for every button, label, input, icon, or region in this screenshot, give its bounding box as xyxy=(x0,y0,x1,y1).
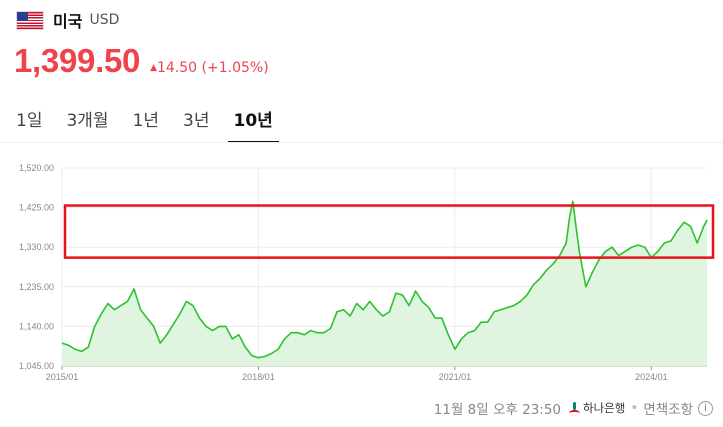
currency-header: 미국 USD xyxy=(16,8,119,32)
bank-source: 하나은행 xyxy=(568,400,625,416)
y-tick-label: 1,520.00 xyxy=(19,163,54,173)
change-percent: (+1.05%) xyxy=(201,60,269,76)
disclaimer-link[interactable]: 면책조항 xyxy=(643,402,693,418)
change-value: 14.50 xyxy=(156,60,198,76)
x-tick-label: 2021/01 xyxy=(439,372,472,382)
up-triangle-icon: ▲ xyxy=(150,63,157,73)
update-timestamp: 11월 8일 오후 23:50 xyxy=(433,402,562,418)
y-tick-label: 1,045.00 xyxy=(19,361,54,371)
chart-footer: 11월 8일 오후 23:50 하나은행 • 면책조항 i xyxy=(434,398,713,418)
y-tick-label: 1,235.00 xyxy=(19,282,54,292)
exchange-rate: 1,399.50 xyxy=(14,42,141,79)
country-name: 미국 xyxy=(53,12,83,31)
period-tabs: 1일 3개월 1년 3년 10년 xyxy=(16,100,297,143)
x-tick-label: 2015/01 xyxy=(46,372,79,382)
currency-code: USD xyxy=(89,12,120,28)
tab-1y[interactable]: 1년 xyxy=(132,111,160,131)
y-tick-label: 1,140.00 xyxy=(19,321,54,331)
tab-3y[interactable]: 3년 xyxy=(183,111,210,131)
y-tick-label: 1,425.00 xyxy=(19,203,54,213)
info-icon[interactable]: i xyxy=(698,400,713,416)
hana-bank-logo-icon xyxy=(568,401,581,415)
tab-1d[interactable]: 1일 xyxy=(16,111,43,131)
highlight-box xyxy=(63,204,715,259)
rate-change: ▲14.50 (+1.05%) xyxy=(150,60,269,76)
separator-dot: • xyxy=(630,400,639,416)
exchange-rate-chart[interactable]: 1,520.00 1,425.00 1,330.00 1,235.00 1,140.00… xyxy=(0,150,723,390)
tab-3m[interactable]: 3개월 xyxy=(66,111,109,131)
quote-row: 1,399.50 ▲14.50 (+1.05%) xyxy=(14,42,269,80)
bank-name: 하나은행 xyxy=(583,401,626,415)
tab-divider xyxy=(0,142,723,143)
x-tick-label: 2018/01 xyxy=(242,372,275,382)
area-fill xyxy=(62,201,707,366)
y-tick-label: 1,330.00 xyxy=(19,242,54,252)
us-flag-icon xyxy=(16,10,44,30)
tab-10y[interactable]: 10년 xyxy=(227,100,280,143)
x-tick-label: 2024/01 xyxy=(635,372,668,382)
